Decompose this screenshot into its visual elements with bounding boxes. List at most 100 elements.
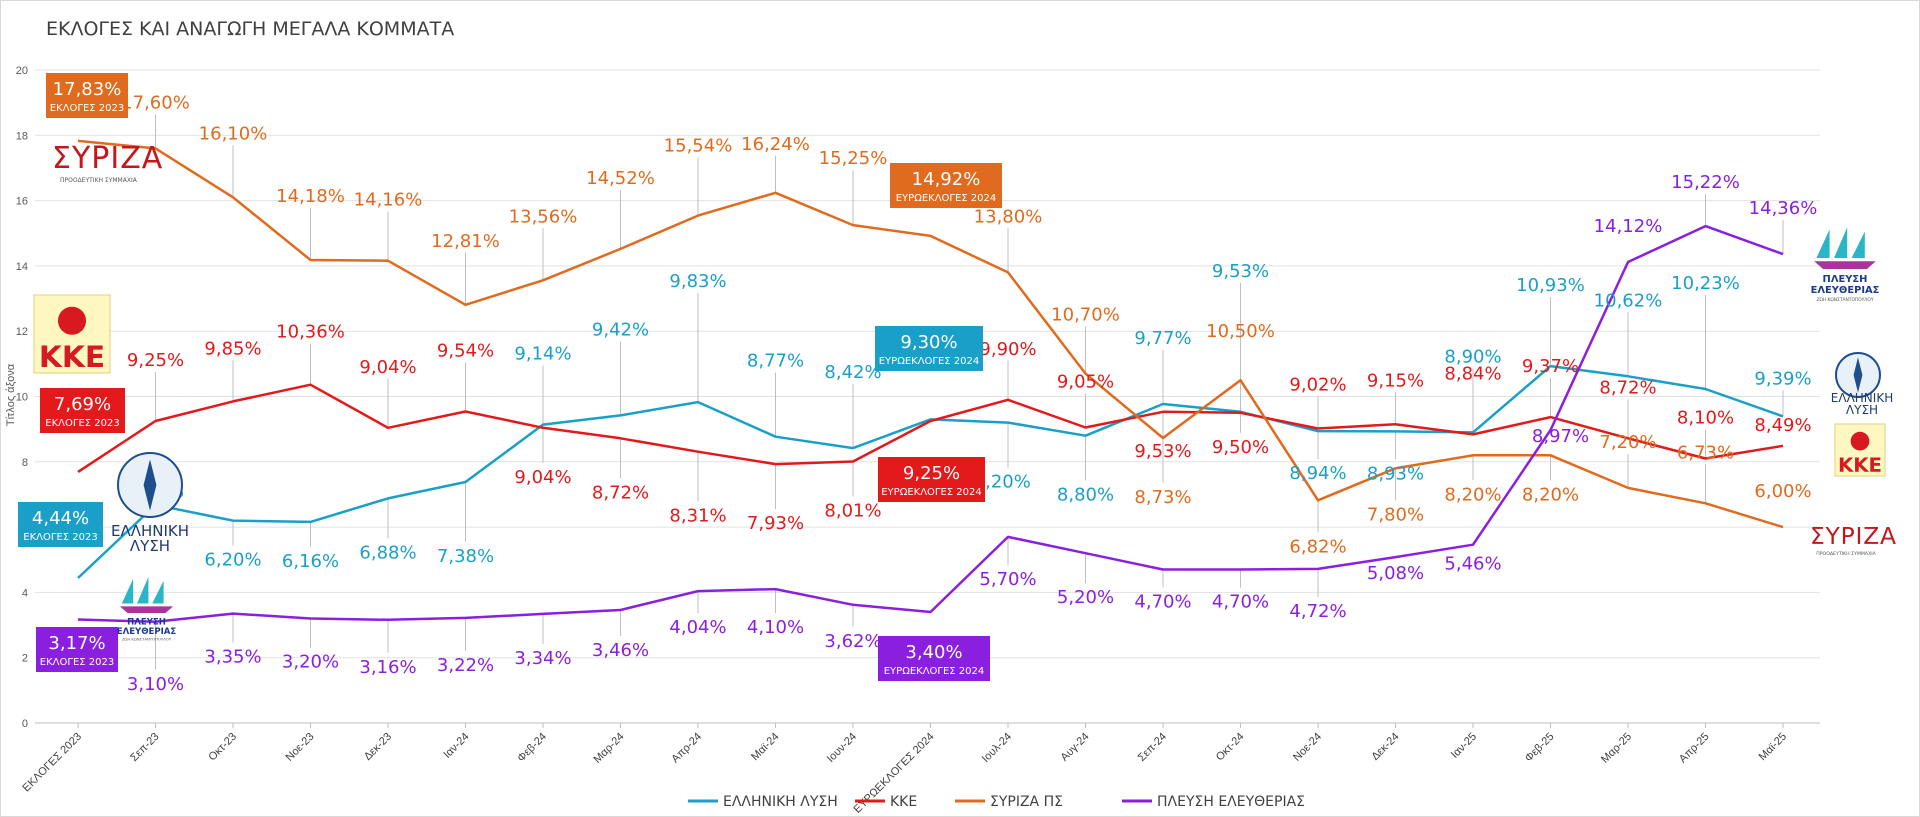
data-label: 6,73% — [1677, 442, 1734, 463]
data-label: 3,34% — [514, 648, 571, 669]
callout-background — [878, 636, 990, 681]
data-label: 9,53% — [1134, 441, 1191, 462]
data-label: 7,20% — [1599, 432, 1656, 453]
callout-value: 3,17% — [48, 633, 105, 654]
y-tick-label: 10 — [16, 392, 28, 404]
callout-background — [890, 163, 1002, 208]
data-label: 10,36% — [276, 322, 345, 343]
callout-caption: ΕΚΛΟΓΕΣ 2023 — [50, 103, 124, 114]
data-label: 8,10% — [1677, 408, 1734, 429]
data-label: 9,42% — [592, 319, 649, 340]
callout-box: 9,30% ΕΥΡΩΕΚΛΟΓΕΣ 2024 — [875, 326, 983, 371]
callout-caption: ΕΥΡΩΕΚΛΟΓΕΣ 2024 — [884, 666, 985, 677]
boat-hull-icon — [1814, 261, 1876, 269]
data-label: 8,73% — [1134, 487, 1191, 508]
callout-background — [878, 457, 985, 502]
data-label: 4,10% — [747, 617, 804, 638]
data-label: 12,81% — [431, 231, 500, 252]
data-label: 6,16% — [282, 551, 339, 572]
callout-caption: ΕΚΛΟΓΕΣ 2023 — [40, 657, 114, 668]
data-label: 10,70% — [1051, 305, 1120, 326]
data-label: 6,00% — [1754, 481, 1811, 502]
callout-background — [36, 627, 118, 672]
callout-background — [40, 388, 125, 433]
y-tick-label: 16 — [16, 196, 28, 208]
data-label: 3,16% — [359, 657, 416, 678]
callout-value: 17,83% — [53, 79, 122, 100]
compass-needle-icon — [1853, 357, 1863, 393]
data-label: 15,54% — [664, 136, 733, 157]
legend-entry: ΕΛΛΗΝΙΚΗ ΛΥΣΗ — [723, 794, 838, 810]
leader-lines — [155, 114, 1784, 670]
data-label: 8,97% — [1532, 426, 1589, 447]
data-label: 8,93% — [1367, 463, 1424, 484]
series-lines — [77, 139, 1784, 624]
data-label: 15,22% — [1671, 172, 1740, 193]
data-label: 8,72% — [1599, 377, 1656, 398]
syriza-logo-sub: ΠΡΟΟΔΕΥΤΙΚΗ ΣΥΜΜΑΧΙΑ — [1816, 551, 1876, 557]
data-label: 8,31% — [669, 506, 726, 527]
data-label: 9,39% — [1754, 368, 1811, 389]
legend: ΕΛΛΗΝΙΚΗ ΛΥΣΗ ΚΚΕ ΣΥΡΙΖΑ ΠΣ ΠΛΕΥΣΗ ΕΛΕΥΘΕΡΙ… — [688, 794, 1305, 810]
data-label: 3,46% — [592, 640, 649, 661]
data-label: 5,08% — [1367, 563, 1424, 584]
data-label: 6,20% — [204, 550, 261, 571]
plefsi-logo-line2: ΕΛΕΥΘΕΡΙΑΣ — [117, 627, 177, 637]
compass-needle-icon — [143, 459, 157, 511]
data-label: 13,56% — [509, 206, 578, 227]
callout-boxes: 17,83% ΕΚΛΟΓΕΣ 2023 14,92% ΕΥΡΩΕΚΛΟΓΕΣ 2024… — [18, 73, 1002, 681]
data-label: 9,77% — [1134, 328, 1191, 349]
data-label: 9,04% — [359, 357, 416, 378]
callout-background — [18, 502, 103, 547]
callout-box: 17,83% ΕΚΛΟΓΕΣ 2023 — [46, 73, 128, 118]
data-label: 8,01% — [824, 500, 881, 521]
series-line — [77, 383, 1784, 473]
data-label: 7,93% — [747, 513, 804, 534]
data-label: 8,49% — [1754, 415, 1811, 436]
data-label: 9,85% — [204, 338, 261, 359]
data-label: 14,52% — [586, 168, 655, 189]
data-label: 10,50% — [1206, 321, 1275, 342]
data-label: 5,20% — [1057, 587, 1114, 608]
plefsi-logo-sub: ΖΩΗ ΚΩΝΣΤΑΝΤΟΠΟΥΛΟΥ — [1816, 297, 1873, 303]
data-label: 4,70% — [1212, 592, 1269, 613]
syriza-logo-name: ΣΥΡΙΖΑ — [52, 141, 163, 176]
syriza-logo-sub: ΠΡΟΟΔΕΥΤΙΚΗ ΣΥΜΜΑΧΙΑ — [60, 177, 138, 184]
data-label: 8,90% — [1444, 346, 1501, 367]
data-label: 9,90% — [979, 339, 1036, 360]
data-label: 9,15% — [1367, 370, 1424, 391]
callout-box: 14,92% ΕΥΡΩΕΚΛΟΓΕΣ 2024 — [890, 163, 1002, 208]
callout-box: 3,17% ΕΚΛΟΓΕΣ 2023 — [36, 627, 118, 672]
y-tick-label: 12 — [16, 326, 28, 338]
legend-entry: ΣΥΡΙΖΑ ΠΣ — [990, 794, 1063, 810]
syriza-logo-name: ΣΥΡΙΖΑ — [1810, 522, 1897, 550]
data-label: 3,20% — [282, 652, 339, 673]
data-label: 14,12% — [1594, 216, 1663, 237]
callout-value: 9,30% — [900, 332, 957, 353]
callout-value: 7,69% — [54, 394, 111, 415]
data-label: 13,80% — [974, 206, 1043, 227]
data-labels: 6,68%6,20%6,16%6,88%7,38%9,14%9,42%9,83%… — [121, 92, 1817, 694]
data-label: 14,18% — [276, 186, 345, 207]
data-label: 3,10% — [127, 674, 184, 695]
callout-caption: ΕΥΡΩΕΚΛΟΓΕΣ 2024 — [896, 193, 997, 204]
data-label: 9,54% — [437, 341, 494, 362]
data-label: 9,05% — [1057, 372, 1114, 393]
y-tick-label: 14 — [16, 261, 28, 273]
data-label: 16,10% — [199, 123, 268, 144]
elliniki-lysi-line1: ΕΛΛΗΝΙΚΗ — [111, 522, 189, 540]
data-label: 8,72% — [592, 482, 649, 503]
callout-box: 3,40% ΕΥΡΩΕΚΛΟΓΕΣ 2024 — [878, 636, 990, 681]
data-label: 8,80% — [1057, 485, 1114, 506]
callout-box: 7,69% ΕΚΛΟΓΕΣ 2023 — [40, 388, 125, 433]
elliniki-lysi-line1: ΕΛΛΗΝΙΚΗ — [1831, 391, 1893, 405]
data-label: 9,02% — [1289, 374, 1346, 395]
hammer-sickle-icon — [1850, 431, 1870, 451]
boat-hull-icon — [119, 606, 174, 613]
data-label: 10,62% — [1594, 290, 1663, 311]
callout-background — [46, 73, 128, 118]
data-label: 5,46% — [1444, 554, 1501, 575]
